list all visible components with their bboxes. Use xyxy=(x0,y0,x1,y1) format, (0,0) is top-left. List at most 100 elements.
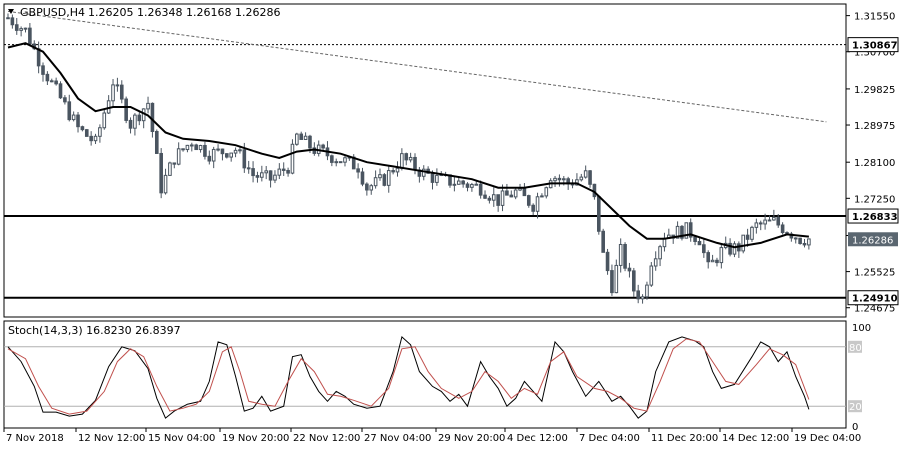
candle-body xyxy=(303,135,308,140)
candle-body xyxy=(67,101,72,121)
candle-body xyxy=(675,225,680,239)
time-tick-label: 14 Dec 12:00 xyxy=(722,433,789,444)
candle-body xyxy=(452,183,457,186)
candle-body xyxy=(745,234,750,240)
candle-body xyxy=(133,114,137,129)
time-tick-label: 15 Nov 04:00 xyxy=(148,433,215,444)
candle-body xyxy=(41,65,45,75)
time-tick-label: 29 Nov 20:00 xyxy=(438,433,505,444)
candle-body xyxy=(404,153,409,161)
candle-body xyxy=(168,162,172,176)
candle-body xyxy=(338,161,343,164)
candle-body xyxy=(330,155,334,163)
candle-body xyxy=(535,196,540,212)
time-tick-label: 27 Nov 04:00 xyxy=(364,433,431,444)
candle-body xyxy=(400,153,404,169)
candle-body xyxy=(119,84,124,100)
candle-body xyxy=(115,84,120,87)
stochastic-levels xyxy=(4,346,846,407)
candle-body xyxy=(732,243,737,255)
candle-body xyxy=(807,238,811,246)
time-tick-label: 11 Dec 20:00 xyxy=(651,433,718,444)
candle-body xyxy=(618,243,623,266)
time-tick-label: 22 Nov 12:00 xyxy=(293,433,360,444)
level-tag-label: 1.30867 xyxy=(852,41,898,52)
candle-body xyxy=(430,172,435,183)
candle-body xyxy=(290,143,295,174)
candle-body xyxy=(491,194,496,201)
candle-body xyxy=(435,174,439,183)
candle-body xyxy=(146,102,150,110)
candle-body xyxy=(710,259,715,263)
current-price-tag xyxy=(848,232,898,247)
candle-body xyxy=(465,183,470,188)
candle-body xyxy=(645,284,649,298)
price-tick-label: 1.30700 xyxy=(854,48,895,59)
candle-body xyxy=(89,135,93,142)
candle-body xyxy=(588,170,592,185)
stoch-tick-label: 100 xyxy=(852,323,871,334)
candle-body xyxy=(198,144,203,151)
price-panel[interactable]: 1.31550 1.30700 1.29825 1.28975 1.28100 1.272… xyxy=(3,3,899,318)
candle-body xyxy=(181,148,185,151)
time-tick-label: 12 Nov 12:00 xyxy=(78,433,145,444)
candle-body xyxy=(658,246,662,260)
candle-body xyxy=(102,112,107,129)
candle-body xyxy=(780,224,785,234)
candles xyxy=(6,13,811,304)
time-tick-label: 7 Dec 04:00 xyxy=(579,433,640,444)
price-axis: 1.31550 1.30700 1.29825 1.28975 1.28100 1.272… xyxy=(846,12,895,315)
candle-body xyxy=(513,189,518,198)
candle-body xyxy=(124,98,128,121)
candle-body xyxy=(474,183,479,186)
price-panel-frame xyxy=(3,3,847,318)
candle-body xyxy=(470,184,474,188)
candle-body xyxy=(356,168,360,173)
candle-body xyxy=(238,149,242,152)
candle-body xyxy=(334,161,339,164)
candle-body xyxy=(531,204,535,212)
candle-body xyxy=(23,27,28,30)
candle-body xyxy=(299,133,304,140)
candle-body xyxy=(684,222,689,239)
candle-body xyxy=(636,290,640,300)
candle-body xyxy=(264,170,269,174)
candle-body xyxy=(84,129,89,137)
candle-body xyxy=(627,267,632,272)
candle-body xyxy=(456,180,461,185)
candle-body xyxy=(98,127,102,137)
level-tag-label: 1.26833 xyxy=(852,212,898,223)
candle-body xyxy=(754,222,759,228)
candle-body xyxy=(553,177,557,182)
stochastic-panel[interactable]: 100 80 20 0 Stoch(14,3,3) 16.8230 26.8397 xyxy=(3,320,871,433)
candle-body xyxy=(623,243,627,269)
candle-body xyxy=(185,144,190,151)
stoch-level-tag xyxy=(848,340,862,353)
candle-body xyxy=(741,234,746,252)
stoch-level-tag xyxy=(848,400,862,413)
candle-body xyxy=(295,133,299,145)
candle-body xyxy=(128,119,133,129)
candle-body xyxy=(697,241,702,246)
candle-body xyxy=(793,237,798,240)
chart-menu-arrow-icon[interactable] xyxy=(8,9,14,14)
candle-body xyxy=(763,219,767,225)
candle-body xyxy=(159,152,163,194)
candle-body xyxy=(194,144,198,151)
candle-body xyxy=(378,174,382,179)
candle-body xyxy=(478,183,483,196)
candle-body xyxy=(391,170,395,173)
candle-body xyxy=(382,174,387,186)
trend-line[interactable] xyxy=(7,10,827,123)
trendline xyxy=(7,10,827,123)
candle-body xyxy=(610,270,614,294)
candle-body xyxy=(526,195,531,206)
candle-body xyxy=(772,216,776,221)
candle-body xyxy=(225,153,229,158)
candle-body xyxy=(58,83,63,99)
candle-body xyxy=(45,73,50,82)
level-tag-label: 1.24910 xyxy=(852,294,898,305)
candle-body xyxy=(802,242,807,246)
